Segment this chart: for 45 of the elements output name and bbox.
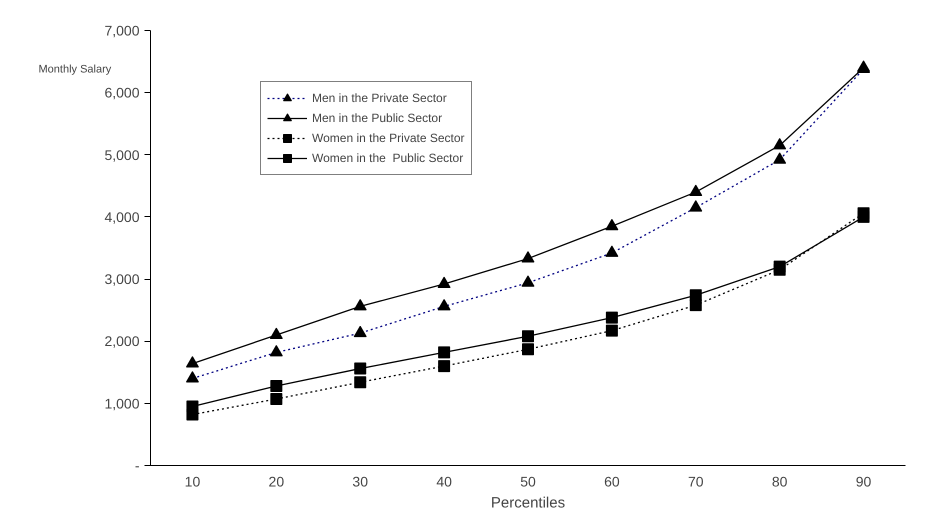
y-tick-label: 7,000 (104, 22, 140, 38)
point (438, 346, 450, 358)
point (522, 343, 534, 356)
y-axis-title: Monthly Salary (38, 64, 112, 76)
x-tick-label: 80 (772, 474, 788, 490)
point (858, 210, 870, 223)
point (690, 289, 702, 302)
point (774, 260, 786, 273)
point (354, 362, 366, 375)
x-tick-label: 90 (856, 474, 872, 490)
y-tick-label: 5,000 (104, 146, 140, 163)
legend-label: Women in the Private Sector (312, 131, 465, 145)
point (522, 251, 534, 263)
point (354, 298, 367, 310)
x-tick-label: 50 (520, 474, 536, 490)
y-tick-label: - (134, 458, 140, 474)
point (270, 328, 283, 339)
y-tick-label: 3,000 (104, 271, 140, 288)
point (186, 400, 198, 412)
x-tick-label: 20 (268, 474, 284, 490)
x-tick-label: 10 (184, 474, 200, 490)
x-tick-label: 40 (436, 474, 452, 490)
x-tick-label: 30 (352, 474, 368, 490)
point (522, 330, 534, 342)
y-tick-label: 4,000 (104, 208, 140, 225)
x-tick-label: 60 (604, 474, 620, 490)
point (270, 380, 282, 392)
y-tick-label: 6,000 (104, 84, 140, 101)
legend-label: Men in the Public Sector (312, 111, 442, 125)
point (438, 276, 451, 288)
point (186, 356, 199, 368)
point (689, 184, 702, 196)
legend-label: Women in the Public Sector (312, 151, 464, 165)
x-axis-title: Percentiles (490, 494, 566, 512)
point (605, 218, 618, 230)
point (270, 393, 282, 406)
point (354, 376, 366, 388)
legend-label: Men in the Private Sector (312, 91, 447, 105)
y-tick-label: 2,000 (104, 333, 140, 350)
y-tick-label: 1,000 (104, 395, 140, 412)
point (606, 312, 618, 324)
point (606, 324, 618, 337)
point (773, 138, 786, 150)
x-tick-label: 70 (688, 474, 704, 490)
point (438, 360, 450, 372)
